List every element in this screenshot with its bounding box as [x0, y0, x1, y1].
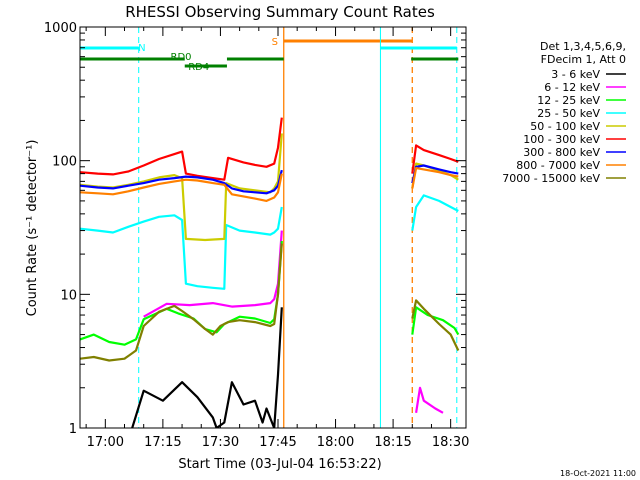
series-line-3 — [80, 206, 283, 290]
series-line-2 — [411, 306, 460, 336]
series-layer — [80, 117, 460, 428]
series-line-0 — [131, 307, 283, 428]
legend-label: 300 - 800 keV — [523, 146, 600, 159]
x-axis-label: Start Time (03-Jul-04 16:53:22) — [178, 457, 381, 472]
y-axis-label: Count Rate (s⁻¹ detector⁻¹) — [25, 140, 40, 317]
series-line-6 — [80, 169, 283, 195]
axes: 1 10 100 1000 17:00 17:15 17:30 17:45 18:00 18:15… — [44, 21, 469, 450]
legend-label: 50 - 100 keV — [530, 120, 600, 133]
x-tick-label: 17:15 — [144, 435, 181, 450]
x-tick-label: 17:30 — [202, 435, 239, 450]
legend-label: 12 - 25 keV — [537, 94, 600, 107]
series-line-2 — [80, 241, 283, 346]
x-tick-label: 17:00 — [87, 435, 124, 450]
series-line-7 — [411, 167, 459, 189]
y-tick-label: 1 — [69, 422, 77, 437]
x-tick-label: 17:45 — [259, 435, 296, 450]
legend-label: 25 - 50 keV — [537, 107, 600, 120]
legend-label: 100 - 300 keV — [523, 133, 600, 146]
decimation-label: RD0 — [171, 52, 192, 63]
legend: Det 1,3,4,5,6,9,FDecim 1, Att 0 3 - 6 keV… — [502, 40, 626, 185]
series-line-5 — [80, 117, 283, 181]
legend-label: 6 - 12 keV — [544, 81, 600, 94]
x-tick-label: 18:15 — [374, 435, 411, 450]
attenuator-label: S — [272, 37, 278, 48]
series-line-1 — [415, 386, 444, 414]
x-tick-label: 18:00 — [317, 435, 354, 450]
series-line-7 — [80, 173, 283, 202]
y-tick-label: 100 — [52, 155, 77, 170]
legend-header: FDecim 1, Att 0 — [541, 53, 626, 66]
legend-label: 3 - 6 keV — [551, 68, 600, 81]
legend-label: 7000 - 15000 keV — [502, 172, 600, 185]
y-tick-label: 10 — [60, 288, 77, 303]
plot-frame — [79, 26, 467, 429]
series-line-4 — [80, 133, 283, 242]
generation-timestamp: 18-Oct-2021 11:00 — [560, 469, 636, 478]
series-line-3 — [411, 194, 459, 231]
y-tick-label: 1000 — [44, 21, 77, 36]
series-line-8 — [411, 299, 460, 351]
legend-header: Det 1,3,4,5,6,9, — [540, 40, 626, 53]
chart-title: RHESSI Observing Summary Count Rates — [125, 3, 435, 21]
decimation-label: RD4 — [188, 62, 209, 73]
series-line-1 — [143, 230, 283, 318]
series-line-8 — [80, 243, 283, 362]
x-tick-label: 18:30 — [432, 435, 469, 450]
legend-label: 800 - 7000 keV — [516, 159, 600, 172]
series-line-5 — [411, 144, 459, 174]
night-label: N — [138, 43, 145, 54]
